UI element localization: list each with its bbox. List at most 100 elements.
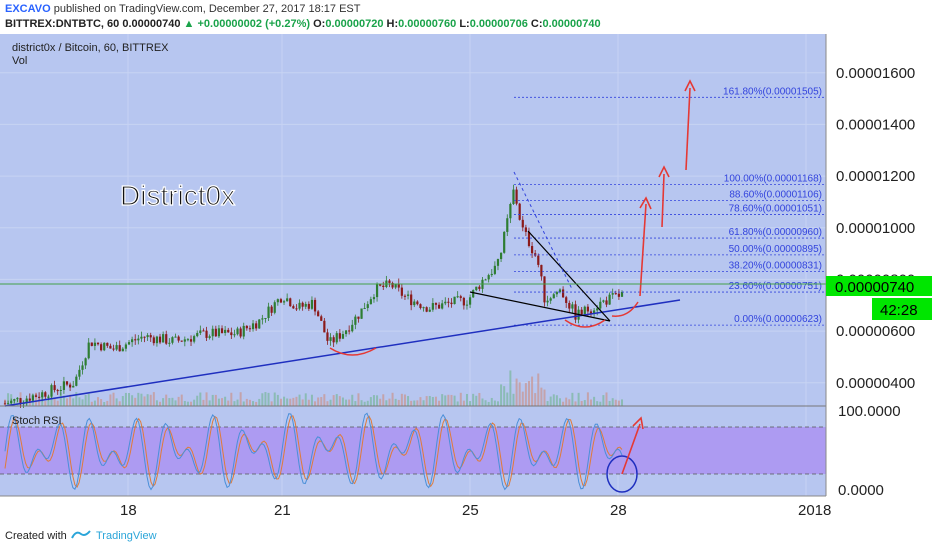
wedge-lower-line[interactable] bbox=[469, 291, 611, 322]
candle-body bbox=[140, 336, 143, 339]
publisher-name[interactable]: EXCAVO bbox=[5, 3, 51, 15]
volume-bar bbox=[422, 400, 425, 406]
volume-bar bbox=[326, 401, 329, 406]
stoch-rsi-k-line bbox=[4, 412, 623, 491]
price-tick-label: 0.00001000 bbox=[836, 220, 915, 237]
candle-body bbox=[617, 293, 620, 297]
volume-bar bbox=[524, 383, 527, 406]
volume-bar bbox=[264, 392, 267, 406]
candle-body bbox=[608, 294, 611, 305]
candle-body bbox=[431, 303, 434, 310]
last-price-text: 0.00000740 bbox=[835, 279, 914, 296]
candle-body bbox=[301, 302, 304, 307]
candle-body bbox=[472, 290, 475, 298]
volume-bar bbox=[279, 398, 282, 406]
volume-bar bbox=[248, 399, 251, 406]
candle-body bbox=[264, 317, 267, 319]
candle-body bbox=[382, 285, 385, 287]
candle-body bbox=[193, 336, 196, 342]
candle-body bbox=[546, 300, 549, 303]
volume-bar bbox=[453, 395, 456, 406]
volume-bar bbox=[103, 401, 106, 406]
candle-body bbox=[416, 301, 419, 305]
candle-body bbox=[313, 299, 317, 312]
stoch-rsi-lines bbox=[4, 412, 623, 491]
volume-bar bbox=[283, 396, 286, 406]
up-arrow-icon: ▲ bbox=[183, 18, 195, 30]
volume-bar bbox=[159, 401, 162, 406]
candle-body bbox=[363, 308, 366, 310]
volume-bar bbox=[307, 399, 310, 406]
volume-bar bbox=[345, 399, 348, 406]
candle-body bbox=[348, 330, 351, 332]
candle-body bbox=[134, 339, 137, 341]
volume-bar bbox=[562, 401, 565, 406]
fib-diagonal bbox=[513, 171, 573, 290]
volume-bar bbox=[208, 400, 211, 406]
candle-body bbox=[543, 276, 546, 303]
candle-body bbox=[434, 303, 438, 305]
wedge-upper-line[interactable] bbox=[527, 230, 611, 322]
price-tick-label: 0.00001200 bbox=[836, 168, 915, 185]
volume-bar bbox=[205, 392, 208, 406]
volume-bar bbox=[459, 392, 462, 406]
volume-bar bbox=[137, 392, 140, 406]
volume-bar bbox=[84, 395, 87, 406]
volume-bar bbox=[444, 395, 447, 406]
volume-bar bbox=[100, 399, 103, 406]
candle-body bbox=[490, 273, 493, 276]
last-value: 0.00000740 bbox=[122, 18, 181, 30]
candle-body bbox=[10, 400, 13, 404]
candle-body bbox=[245, 325, 248, 329]
candle-body bbox=[118, 345, 121, 352]
red-arrow-2 bbox=[661, 173, 665, 228]
candle-body bbox=[506, 218, 509, 232]
volume-bar bbox=[242, 401, 245, 406]
volume-bar bbox=[434, 396, 437, 406]
volume-bar bbox=[413, 400, 416, 406]
volume-bar bbox=[44, 401, 47, 406]
volume-bar bbox=[543, 389, 546, 406]
volume-bar bbox=[121, 395, 124, 406]
low-value: 0.00000706 bbox=[469, 18, 528, 30]
volume-bar bbox=[394, 398, 397, 406]
volume-bar bbox=[469, 401, 472, 406]
candle-body bbox=[25, 398, 28, 403]
volume-bar bbox=[261, 393, 264, 406]
volume-bar bbox=[124, 392, 127, 406]
candle-body bbox=[230, 332, 233, 336]
fib-label: 100.00%(0.00001168) bbox=[724, 173, 822, 184]
candle-body bbox=[307, 303, 310, 309]
tradingview-brand[interactable]: TradingView bbox=[96, 530, 157, 542]
candle-body bbox=[493, 265, 496, 274]
countdown-badge bbox=[872, 298, 932, 320]
candle-body bbox=[357, 316, 360, 319]
volume-bar bbox=[549, 396, 552, 406]
volume-bar bbox=[230, 392, 233, 406]
price-chart[interactable]: 161.80%(0.00001505) 100.00%(0.00001168) 88… bbox=[0, 34, 932, 520]
time-tick-label: 28 bbox=[610, 502, 627, 519]
candle-body bbox=[47, 396, 50, 398]
volume-bar bbox=[348, 399, 351, 406]
volume-bar bbox=[577, 392, 580, 406]
volume-bar bbox=[416, 400, 419, 406]
volume-bar bbox=[506, 392, 509, 406]
volume-bar bbox=[314, 401, 317, 406]
candle-body bbox=[341, 334, 345, 339]
candle-body bbox=[227, 329, 230, 333]
volume-bar bbox=[109, 394, 112, 406]
candle-body bbox=[509, 204, 512, 219]
close-value: 0.00000740 bbox=[542, 18, 601, 30]
candle-body bbox=[3, 403, 7, 405]
volume-bar bbox=[177, 396, 180, 406]
candle-body bbox=[34, 395, 38, 397]
candle-body bbox=[180, 340, 183, 342]
volume-bar bbox=[267, 392, 270, 406]
high-label: H: bbox=[386, 18, 399, 30]
fib-label: 0.00%(0.00000623) bbox=[734, 314, 822, 325]
candle-body bbox=[540, 264, 543, 277]
candle-body bbox=[298, 302, 301, 309]
rsi-tick-100: 100.0000 bbox=[838, 403, 901, 420]
candle-body bbox=[304, 303, 307, 307]
rsi-circle bbox=[606, 455, 638, 493]
